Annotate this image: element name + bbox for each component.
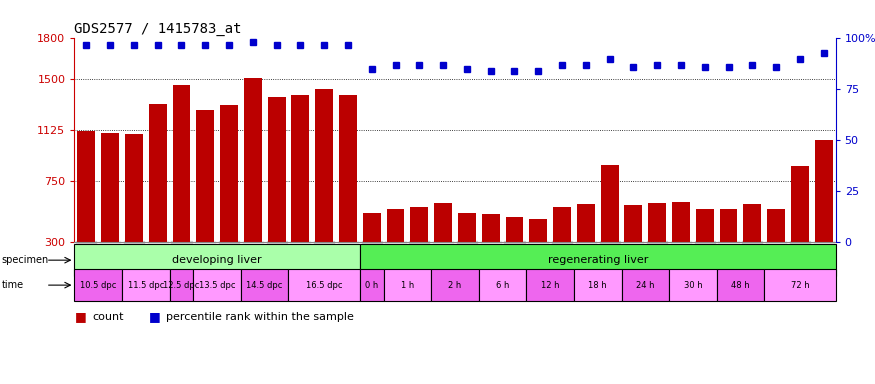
Bar — [506, 217, 523, 283]
Bar — [529, 219, 547, 283]
Bar — [220, 105, 238, 283]
Bar — [125, 134, 143, 283]
Bar — [363, 214, 381, 283]
Text: percentile rank within the sample: percentile rank within the sample — [166, 312, 354, 322]
Text: 1 h: 1 h — [401, 281, 414, 290]
Bar — [289, 269, 360, 301]
Bar — [74, 244, 360, 276]
Text: ■: ■ — [74, 310, 86, 323]
Bar — [815, 140, 833, 283]
Bar — [315, 89, 333, 283]
Bar — [339, 95, 357, 283]
Bar — [360, 244, 836, 276]
Bar — [669, 269, 717, 301]
Bar — [601, 165, 619, 283]
Bar — [719, 209, 738, 283]
Bar — [102, 133, 119, 283]
Bar — [172, 84, 191, 283]
Bar — [410, 207, 428, 283]
Text: 12 h: 12 h — [541, 281, 559, 290]
Text: 11.5 dpc: 11.5 dpc — [128, 281, 164, 290]
Bar — [196, 110, 214, 283]
Text: 72 h: 72 h — [791, 281, 809, 290]
Text: 13.5 dpc: 13.5 dpc — [199, 281, 235, 290]
Text: 16.5 dpc: 16.5 dpc — [306, 281, 342, 290]
Bar — [527, 269, 574, 301]
Text: 24 h: 24 h — [636, 281, 654, 290]
Text: regenerating liver: regenerating liver — [548, 255, 648, 265]
Text: 6 h: 6 h — [496, 281, 509, 290]
Text: specimen: specimen — [2, 255, 49, 265]
Bar — [268, 97, 285, 283]
Bar — [696, 209, 714, 283]
Bar — [553, 207, 571, 283]
Bar — [574, 269, 621, 301]
Bar — [122, 269, 170, 301]
Text: 18 h: 18 h — [588, 281, 607, 290]
Text: 0 h: 0 h — [365, 281, 378, 290]
Bar — [482, 214, 500, 283]
Text: 30 h: 30 h — [683, 281, 703, 290]
Bar — [648, 203, 666, 283]
Bar — [193, 269, 241, 301]
Bar — [767, 209, 785, 283]
Bar — [434, 203, 452, 283]
Text: ■: ■ — [149, 310, 160, 323]
Bar — [387, 209, 404, 283]
Bar — [383, 269, 431, 301]
Text: 10.5 dpc: 10.5 dpc — [80, 281, 116, 290]
Bar — [431, 269, 479, 301]
Text: 14.5 dpc: 14.5 dpc — [247, 281, 283, 290]
Text: GDS2577 / 1415783_at: GDS2577 / 1415783_at — [74, 22, 242, 36]
Text: 12.5 dpc: 12.5 dpc — [164, 281, 200, 290]
Bar — [241, 269, 289, 301]
Bar — [764, 269, 836, 301]
Text: developing liver: developing liver — [172, 255, 262, 265]
Bar — [625, 205, 642, 283]
Bar — [244, 78, 262, 283]
Bar — [149, 104, 166, 283]
Bar — [577, 204, 595, 283]
Text: 48 h: 48 h — [732, 281, 750, 290]
Bar — [672, 202, 690, 283]
Bar — [744, 204, 761, 283]
Bar — [717, 269, 764, 301]
Bar — [458, 214, 476, 283]
Text: time: time — [2, 280, 24, 290]
Bar — [170, 269, 193, 301]
Bar — [360, 269, 383, 301]
Text: 2 h: 2 h — [448, 281, 462, 290]
Bar — [479, 269, 527, 301]
Bar — [77, 131, 95, 283]
Bar — [791, 166, 808, 283]
Bar — [621, 269, 669, 301]
Text: count: count — [92, 312, 123, 322]
Bar — [291, 95, 309, 283]
Bar — [74, 269, 122, 301]
